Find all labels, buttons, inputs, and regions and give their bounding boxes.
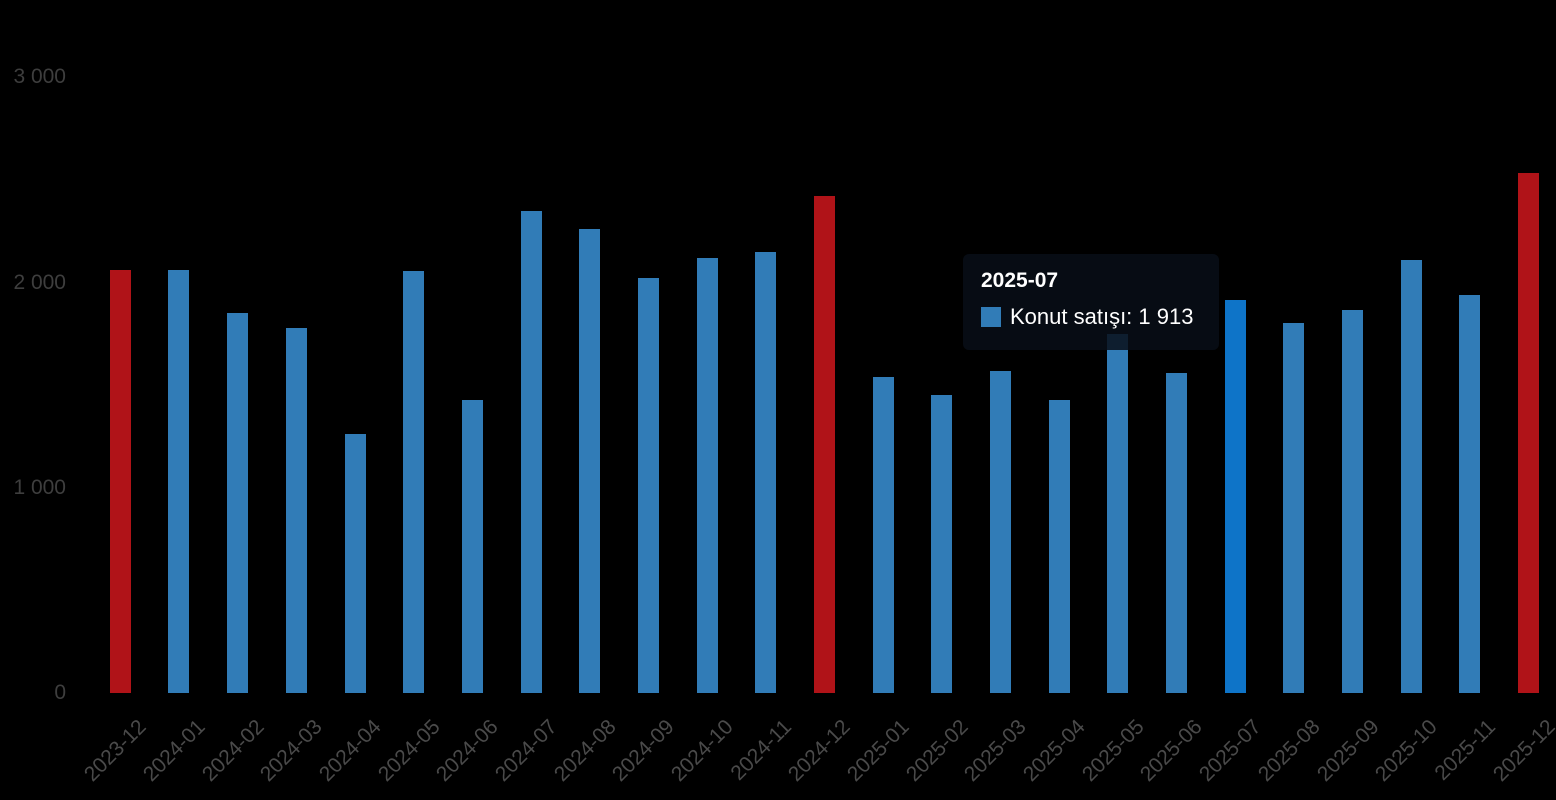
x-tick-label-2024-10: 2024-10 [666,715,738,787]
bar-2025-03[interactable] [990,371,1011,693]
bar-2023-12[interactable] [109,270,131,693]
x-tick-label-2024-02: 2024-02 [197,715,269,787]
x-tick-label-2025-01: 2025-01 [842,715,914,787]
bar-2025-12[interactable] [1518,173,1540,693]
y-tick-label: 1 000 [13,475,66,499]
x-tick-label-2024-03: 2024-03 [256,715,327,787]
x-tick-label-2024-05: 2024-05 [373,715,445,787]
x-tick-label-2024-06: 2024-06 [432,715,503,787]
x-tick-label-2024-07: 2024-07 [490,715,562,787]
x-tick-label-2023-12: 2023-12 [80,715,151,787]
x-tick-label-2024-11: 2024-11 [726,715,797,785]
bar-2025-01[interactable] [872,377,894,693]
tooltip-body: Konut satışı: 1 913 [981,304,1201,330]
bar-2024-02[interactable] [227,313,249,693]
bar-2025-08[interactable] [1283,323,1305,693]
bar-2025-06[interactable] [1166,373,1188,693]
x-tick-label-2025-07: 2025-07 [1195,715,1266,787]
bar-2024-08[interactable] [579,229,601,693]
y-tick-label: 0 [54,681,66,704]
x-tick-label-2025-06: 2025-06 [1136,715,1208,787]
bar-2025-09[interactable] [1342,310,1364,693]
x-tick-label-2025-11: 2025-11 [1430,715,1501,785]
x-tick-label-2025-09: 2025-09 [1312,715,1384,787]
bar-2024-09[interactable] [637,278,659,693]
bar-2024-10[interactable] [696,258,718,693]
tooltip-text: Konut satışı: 1 913 [1010,304,1194,329]
bar-2024-04[interactable] [344,434,366,693]
x-tick-label-2025-03: 2025-03 [960,715,1032,787]
bar-2025-11[interactable] [1459,295,1481,693]
tooltip: 2025-07 Konut satışı: 1 913 [963,254,1219,350]
bar-2024-06[interactable] [461,400,483,693]
x-tick-label-2025-02: 2025-02 [901,715,973,787]
bar-2025-05[interactable] [1107,334,1129,693]
bar-2024-11[interactable] [755,252,777,693]
series-swatch-icon [981,307,1001,327]
x-tick-label-2024-12: 2024-12 [784,715,856,787]
bar-2024-07[interactable] [520,211,542,693]
bar-2025-02[interactable] [931,395,953,693]
x-tick-label-2025-04: 2025-04 [1018,715,1090,787]
bar-2025-04[interactable] [1048,400,1070,693]
bar-2024-05[interactable] [403,271,425,693]
bar-2024-12[interactable] [813,196,835,693]
bar-2025-07[interactable] [1224,300,1246,693]
x-tick-label-2024-04: 2024-04 [314,715,386,787]
x-tick-label-2025-10: 2025-10 [1371,715,1442,787]
x-tick-label-2024-01: 2024-01 [138,715,210,787]
bar-2025-10[interactable] [1400,260,1422,693]
x-tick-label-2025-12: 2025-12 [1488,715,1556,787]
y-tick-label: 2 000 [13,270,66,294]
bar-2024-03[interactable] [285,328,307,693]
x-tick-label-2025-08: 2025-08 [1253,715,1325,787]
x-tick-label-2024-09: 2024-09 [608,715,679,787]
x-tick-label-2024-08: 2024-08 [549,715,621,787]
x-tick-label-2025-05: 2025-05 [1077,715,1149,787]
bar-2024-01[interactable] [168,270,190,693]
tooltip-title: 2025-07 [981,269,1059,292]
y-tick-label: 3 000 [13,65,66,89]
